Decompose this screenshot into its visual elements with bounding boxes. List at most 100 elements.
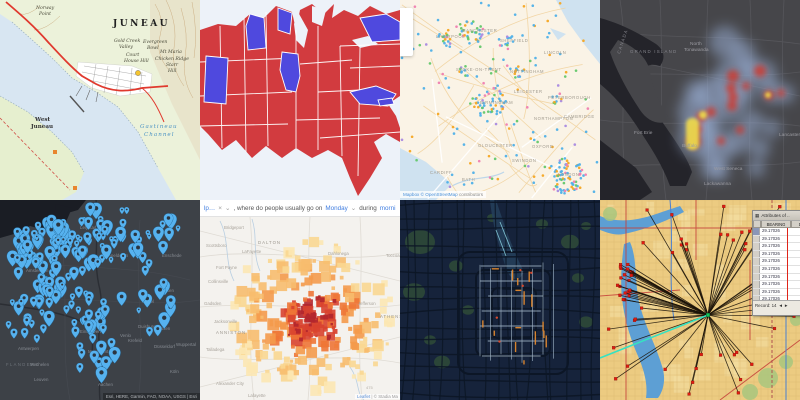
map-pin[interactable]	[74, 286, 84, 299]
map-pin[interactable]	[108, 256, 114, 264]
map-pin[interactable]	[89, 333, 97, 344]
table-row[interactable]: 29.17026	[753, 250, 800, 259]
destination-dot[interactable]	[625, 364, 630, 368]
map-tile-location-pins[interactable]: LelystadApeldoornEnschedeAmsterdamUtrech…	[0, 200, 200, 400]
map-tile-heatmap-buffalo[interactable]: CANADA GRAND ISLAND North Tonawanda Fort Eri…	[600, 0, 800, 200]
map-pin[interactable]	[116, 291, 127, 306]
destination-dot[interactable]	[736, 391, 740, 395]
attribution-links[interactable]: Mapbox © OpenStreetMap	[403, 192, 458, 197]
query-prefix[interactable]: lp…	[204, 204, 216, 212]
row-selector[interactable]	[753, 296, 760, 300]
map-pin[interactable]	[71, 326, 80, 338]
map-attribution[interactable]: Leaflet | © Stadia Ma	[355, 394, 400, 399]
row-selector[interactable]	[753, 273, 760, 281]
destination-dot[interactable]	[772, 326, 777, 331]
record-navigation-bar[interactable]: Record: 14 ◄ ►	[753, 300, 800, 310]
map-pin[interactable]	[5, 320, 12, 330]
table-row[interactable]: 29.17026	[753, 228, 800, 236]
map-pin[interactable]	[60, 244, 71, 259]
day-select[interactable]: Monday	[325, 204, 348, 212]
destination-dot[interactable]	[622, 273, 626, 277]
map-pin[interactable]	[75, 306, 82, 314]
map-attribution[interactable]: Mapbox © OpenStreetMap contributors	[400, 191, 487, 198]
destination-dot[interactable]	[663, 367, 667, 371]
destination-dot[interactable]	[699, 352, 703, 357]
destination-dot[interactable]	[618, 293, 622, 297]
destination-dot[interactable]	[691, 380, 695, 384]
destination-dot[interactable]	[626, 262, 630, 267]
map-pin[interactable]	[85, 295, 93, 306]
row-selector[interactable]	[753, 250, 760, 258]
leaflet-link[interactable]: Leaflet	[357, 394, 371, 399]
table-rows[interactable]: 29.17026 29.17026 29.17026 29.17026 29.17026…	[753, 228, 800, 300]
column-header[interactable]: BEARING	[761, 221, 791, 228]
destination-dot[interactable]	[739, 378, 743, 382]
map-pin[interactable]	[141, 265, 150, 277]
destination-dot[interactable]	[744, 242, 748, 246]
map-pin[interactable]	[119, 252, 127, 262]
destination-dot[interactable]	[750, 362, 754, 366]
map-pin[interactable]	[146, 233, 152, 240]
table-row[interactable]: 29.17026	[753, 243, 800, 251]
map-pin[interactable]	[77, 348, 86, 360]
map-pin[interactable]	[13, 267, 24, 281]
destination-dot[interactable]	[645, 208, 649, 212]
destination-dot[interactable]	[607, 327, 611, 331]
map-tile-choropleth-atlanta[interactable]: lp… × ⌄ , where do people usually go on …	[200, 200, 400, 400]
map-tile-dark-traffic[interactable]	[400, 200, 600, 400]
choropleth-polygons[interactable]	[228, 236, 395, 396]
destination-dot[interactable]	[694, 366, 698, 371]
destination-dot[interactable]	[621, 297, 625, 302]
map-pin[interactable]	[73, 240, 80, 248]
destination-dot[interactable]	[735, 350, 739, 354]
destination-dot[interactable]	[629, 273, 633, 277]
map-tile-gis-desire-lines[interactable]: ▦Attributes of .. BEARING DI 29.1702629.…	[600, 200, 800, 400]
row-selector[interactable]	[753, 288, 760, 296]
map-attribution[interactable]: Esri, HERE, Garmin, FAO, NOAA, USGS | Es…	[102, 393, 200, 400]
destination-dot[interactable]	[732, 353, 736, 357]
destination-dot[interactable]	[640, 306, 644, 310]
destination-dot[interactable]	[726, 233, 730, 237]
map-pin[interactable]	[43, 310, 55, 327]
destination-dot[interactable]	[670, 213, 674, 217]
destination-dot[interactable]	[670, 250, 675, 255]
destination-dot[interactable]	[619, 276, 623, 280]
destination-dot[interactable]	[615, 283, 620, 287]
map-tile-uk-pois[interactable]: LIVERPOOL MANCHESTER SHEFFIELD STOKE-ON-TRE…	[400, 0, 600, 200]
map-pin[interactable]	[20, 327, 29, 339]
destination-dot[interactable]	[628, 288, 632, 292]
column-header[interactable]: DI	[791, 221, 800, 228]
map-pin[interactable]	[119, 207, 125, 215]
clear-icon[interactable]: ×	[218, 204, 222, 212]
map-tile-us-election[interactable]	[200, 0, 400, 200]
destination-dot[interactable]	[740, 230, 744, 234]
destination-dot[interactable]	[719, 232, 723, 236]
table-row[interactable]: 29.17026	[753, 281, 800, 289]
record-nav-icons[interactable]: ◄ ►	[778, 303, 789, 308]
map-pin[interactable]	[152, 226, 164, 242]
map-pin[interactable]	[153, 324, 162, 337]
table-row[interactable]: 29.17026	[753, 258, 800, 266]
destination-dot[interactable]	[614, 377, 618, 381]
map-pin[interactable]	[40, 324, 47, 334]
table-row[interactable]: 29.17026	[753, 265, 800, 274]
window-titlebar[interactable]: ▦ Attributes of ..	[753, 211, 800, 221]
row-selector[interactable]	[753, 281, 760, 288]
destination-dot[interactable]	[633, 317, 637, 321]
attribute-table-window[interactable]: ▦Attributes of .. BEARING DI 29.1702629.…	[752, 210, 800, 316]
destination-dot[interactable]	[685, 242, 689, 246]
row-selector[interactable]	[753, 265, 760, 273]
destination-dot[interactable]	[719, 353, 723, 357]
destination-dot[interactable]	[641, 241, 645, 245]
map-pin[interactable]	[76, 362, 84, 373]
map-pin[interactable]	[146, 326, 153, 337]
time-select[interactable]: morni	[379, 204, 396, 212]
destination-dot[interactable]	[743, 248, 747, 252]
destination-dot[interactable]	[731, 238, 735, 242]
destination-dot[interactable]	[687, 392, 691, 396]
selected-desire-line[interactable]	[600, 314, 709, 359]
destination-dot[interactable]	[612, 346, 616, 350]
map-pin[interactable]	[124, 207, 130, 215]
destination-dot[interactable]	[679, 237, 683, 241]
map-pin[interactable]	[136, 307, 142, 314]
